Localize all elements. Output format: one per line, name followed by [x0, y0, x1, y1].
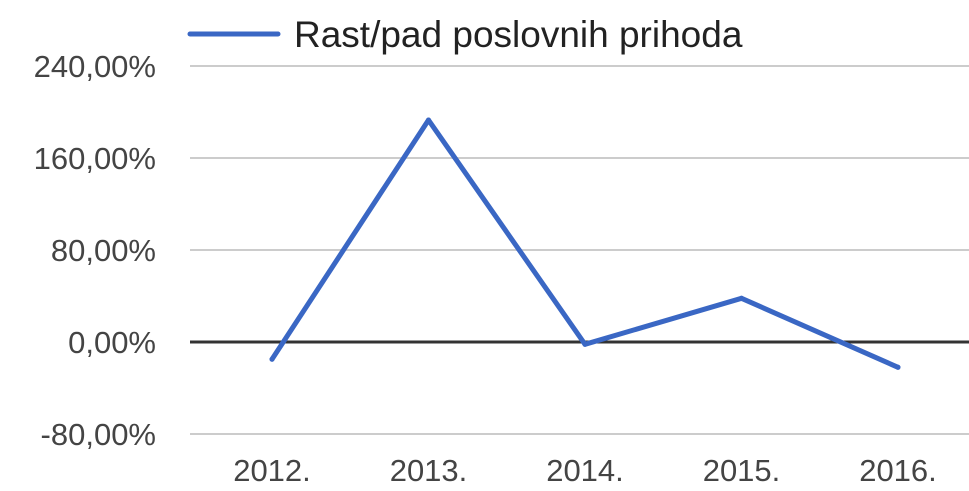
y-tick-label: -80,00%: [41, 417, 156, 452]
y-tick-label: 0,00%: [68, 325, 156, 360]
data-point: [895, 364, 901, 370]
x-tick-label: 2012.: [233, 453, 311, 488]
y-tick-label: 240,00%: [34, 49, 156, 84]
x-tick-label: 2016.: [859, 453, 937, 488]
data-point: [582, 341, 588, 347]
grid-lines: [190, 65, 969, 435]
y-axis-tick-labels: 240,00% 160,00% 80,00% 0,00% -80,00%: [34, 49, 156, 452]
data-point: [269, 356, 275, 362]
legend-label: Rast/pad poslovnih prihoda: [294, 14, 743, 55]
x-tick-label: 2014.: [546, 453, 624, 488]
x-tick-label: 2013.: [390, 453, 468, 488]
data-point: [739, 295, 744, 301]
x-axis-tick-labels: 2012. 2013. 2014. 2015. 2016.: [233, 453, 937, 488]
series-group: [269, 117, 901, 370]
data-point: [426, 117, 431, 123]
y-tick-label: 80,00%: [51, 233, 156, 268]
legend: Rast/pad poslovnih prihoda: [187, 14, 743, 55]
x-tick-label: 2015.: [703, 453, 781, 488]
y-tick-label: 160,00%: [34, 141, 156, 176]
